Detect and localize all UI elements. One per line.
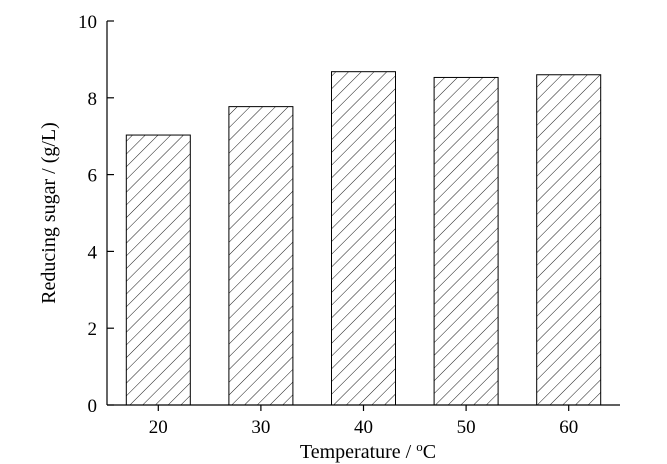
y-tick-label: 4	[88, 242, 98, 263]
bar-40	[331, 71, 396, 406]
bar-60	[536, 74, 602, 406]
bars-group	[125, 71, 602, 406]
x-tick-label: 60	[559, 417, 578, 438]
x-tick-label: 50	[457, 417, 476, 438]
x-axis-title-degree: o	[416, 439, 423, 454]
bar-50	[433, 76, 499, 406]
x-axis-title: Temperature / oC	[300, 439, 436, 464]
y-axis-title: Reducing sugar / (g/L)	[38, 122, 60, 304]
x-tick-label: 40	[354, 417, 373, 438]
y-tick-label: 2	[88, 319, 98, 340]
bar-20	[125, 134, 191, 406]
x-ticks-group: 20 30 40 50 60	[149, 405, 578, 438]
x-tick-label: 30	[251, 417, 270, 438]
x-tick-label: 20	[149, 417, 168, 438]
y-ticks-group: 0 2 4 6 8 10	[78, 12, 114, 417]
y-tick-label: 10	[78, 12, 97, 33]
bar-30	[228, 106, 294, 406]
x-axis-title-main: Temperature /	[300, 441, 416, 463]
y-tick-label: 0	[88, 396, 98, 417]
x-axis-title-unit: C	[423, 441, 436, 463]
y-tick-label: 6	[88, 166, 98, 187]
y-tick-label: 8	[88, 89, 98, 110]
